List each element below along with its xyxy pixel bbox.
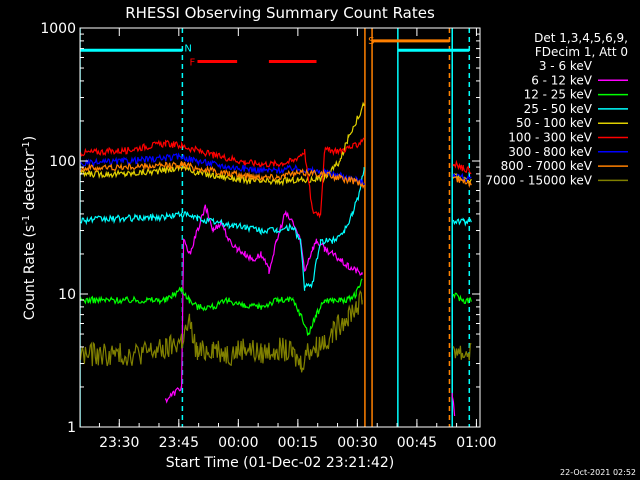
series-line-7 — [80, 160, 472, 190]
legend-label: 12 - 25 keV — [524, 88, 593, 102]
y-tick-label: 100 — [49, 154, 76, 170]
y-axis-label: Count Rate (s-1 detector-1) — [21, 136, 38, 320]
marker-label-f: F — [190, 57, 196, 68]
marker-label-n: N — [184, 43, 191, 54]
legend-label: 7000 - 15000 keV — [485, 173, 592, 187]
y-axis: 1 10 100 1000 — [40, 21, 480, 436]
legend-label: 25 - 50 keV — [524, 102, 593, 116]
x-tick-label: 00:00 — [218, 435, 258, 451]
series-line-8 — [80, 289, 472, 373]
marker-label-s: S — [368, 36, 374, 47]
x-axis: 23:30 23:45 00:00 00:15 00:30 00:45 01:00 — [98, 28, 497, 451]
chart-title: RHESSI Observing Summary Count Rates — [125, 4, 435, 22]
legend-label: 300 - 800 keV — [508, 145, 592, 159]
timestamp: 22-Oct-2021 02:52 — [560, 468, 636, 477]
y-axis-label-part: detector — [22, 151, 38, 215]
y-tick-label: 1 — [67, 420, 76, 436]
legend-label: 6 - 12 keV — [531, 73, 593, 87]
series-line-1 — [165, 204, 456, 417]
x-tick-label: 01:00 — [456, 435, 496, 451]
plot-frame — [79, 27, 481, 428]
y-axis-label-part: ) — [22, 136, 38, 141]
y-tick-label: 1000 — [40, 21, 76, 37]
x-tick-label: 23:30 — [99, 435, 139, 451]
x-tick-label: 00:30 — [337, 435, 377, 451]
series-line-0 — [180, 170, 363, 388]
legend-label: 800 - 7000 keV — [501, 159, 593, 173]
x-tick-label: 23:45 — [159, 435, 199, 451]
legend-header-line: Det 1,3,4,5,6,9, — [534, 31, 628, 45]
y-axis-label-superscript: -1 — [21, 141, 32, 151]
series-line-3 — [80, 167, 472, 291]
legend-label: 50 - 100 keV — [516, 116, 593, 130]
series-line-2 — [80, 278, 472, 336]
legend-label: 3 - 6 keV — [539, 59, 593, 73]
x-tick-label: 00:15 — [278, 435, 318, 451]
x-tick-label: 00:45 — [397, 435, 437, 451]
y-axis-label-part: Count Rate (s — [22, 225, 38, 320]
x-axis-label: Start Time (01-Dec-02 23:21:42) — [166, 455, 394, 471]
y-axis-label-superscript: -1 — [21, 215, 32, 225]
legend: Det 1,3,4,5,6,9,FDecim 1, Att 03 - 6 keV… — [485, 31, 628, 187]
plot-area: NF S — [80, 28, 472, 427]
series-line-5 — [80, 137, 472, 219]
y-tick-label: 10 — [58, 287, 76, 303]
legend-header-line: FDecim 1, Att 0 — [535, 45, 628, 59]
legend-label: 100 - 300 keV — [508, 131, 592, 145]
